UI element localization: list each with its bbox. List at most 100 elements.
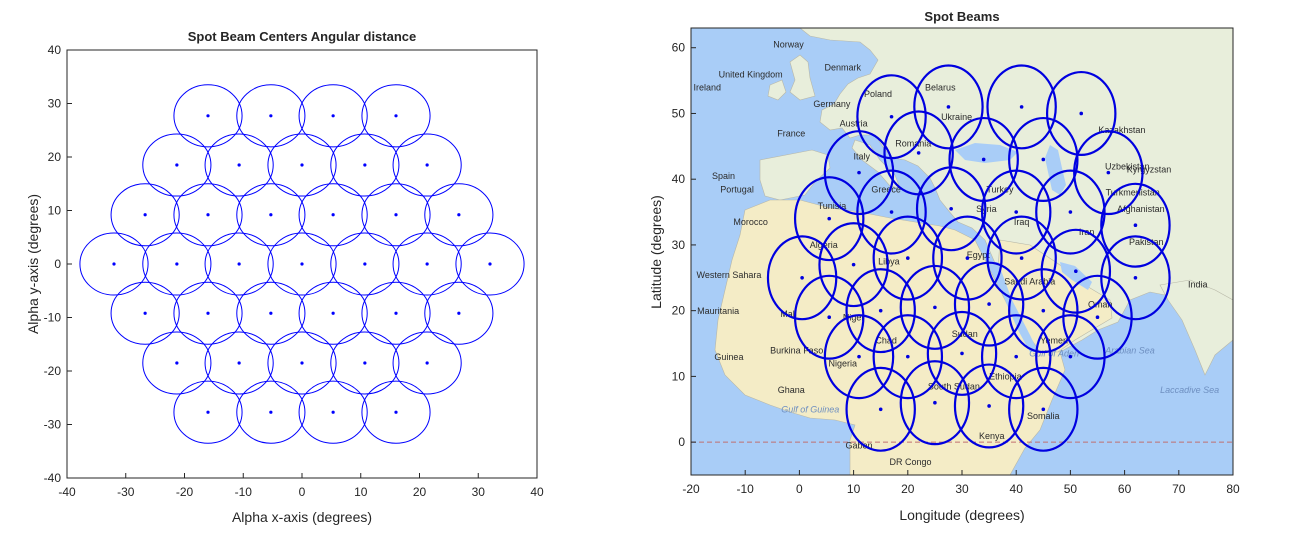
beam-center-point xyxy=(1079,111,1084,116)
beam-center-point xyxy=(857,170,861,175)
beam-center-point xyxy=(331,410,335,414)
map-label: Saudi Arabia xyxy=(1004,276,1055,286)
map-label: Mali xyxy=(780,309,797,319)
x-tick-label: -10 xyxy=(737,482,755,496)
beam-circle xyxy=(298,380,368,444)
beam-circle xyxy=(766,235,838,321)
beam-center-point xyxy=(981,157,986,162)
beam-center-point xyxy=(933,400,937,405)
beam-center-point xyxy=(269,311,273,315)
beam-center-point xyxy=(331,311,335,315)
beam-circle xyxy=(1045,70,1117,156)
beam-center-point xyxy=(394,213,398,217)
beam-center-point xyxy=(300,262,304,266)
beam-circle xyxy=(926,310,998,396)
y-tick-label: 10 xyxy=(672,369,686,383)
beam-circle xyxy=(1073,130,1144,216)
beam-circle xyxy=(298,281,368,345)
right-y-axis-label: Latitude (degrees) xyxy=(648,195,664,309)
beam-center-point xyxy=(394,114,398,118)
beam-center-point xyxy=(175,163,179,167)
beam-circle xyxy=(204,133,274,197)
map-label: Chad xyxy=(875,336,897,346)
map-label: Ireland xyxy=(693,82,721,92)
map-label: Tunisia xyxy=(818,201,847,211)
x-tick-label: 30 xyxy=(472,485,486,499)
beam-center-point xyxy=(457,213,461,217)
beam-circle xyxy=(980,169,1052,255)
beam-center-point xyxy=(1041,157,1046,162)
beam-center-point xyxy=(889,210,894,214)
y-tick-label: 30 xyxy=(672,238,686,252)
beam-circle xyxy=(330,232,400,296)
beam-center-point xyxy=(1074,269,1078,274)
right-ticks-layer: -20 -10 0 10 20 30 40 50 60 70 80 0 10 20 30 40 50 60 xyxy=(672,41,1240,496)
beam-circle xyxy=(793,176,865,262)
beam-circle xyxy=(913,64,984,150)
map-label: Arabian Sea xyxy=(1104,345,1155,355)
map-label: Spain xyxy=(712,171,735,181)
beam-center-point xyxy=(906,354,910,359)
beam-circle xyxy=(79,232,149,296)
beam-center-point xyxy=(206,410,210,414)
beam-circle xyxy=(236,84,306,148)
beam-circle xyxy=(980,314,1052,400)
map-label: Somalia xyxy=(1027,411,1060,421)
beam-center-point xyxy=(269,410,273,414)
map-label: Niger xyxy=(843,313,865,323)
beam-circle xyxy=(845,366,916,452)
beam-center-point xyxy=(1014,210,1018,214)
beam-center-point xyxy=(1019,256,1024,260)
x-tick-label: 40 xyxy=(530,485,544,499)
map-label: Yemen xyxy=(1040,336,1068,346)
angular-distance-chart: -40 -30 -20 -10 0 10 20 30 40 -40 -30 -20 -10 0 10 20 30… xyxy=(25,29,544,525)
beam-center-point xyxy=(363,262,367,266)
persian-gulf xyxy=(1060,262,1092,290)
map-label: Italy xyxy=(853,151,870,161)
beam-circle xyxy=(142,331,212,395)
beam-center-point xyxy=(965,256,970,260)
y-tick-label: 30 xyxy=(48,97,62,111)
y-tick-label: 10 xyxy=(48,204,62,218)
beam-circle xyxy=(1062,274,1133,360)
beam-circle xyxy=(142,232,212,296)
land-britain xyxy=(789,54,816,101)
beam-circle xyxy=(236,183,306,247)
beam-circle xyxy=(899,264,971,350)
beam-circle xyxy=(845,268,916,354)
beam-center-point xyxy=(1133,275,1138,280)
map-label: United Kingdom xyxy=(719,69,783,79)
x-tick-label: 10 xyxy=(847,482,861,496)
x-tick-label: 30 xyxy=(955,482,969,496)
map-label: Kazakhstan xyxy=(1098,125,1145,135)
map-label: Portugal xyxy=(720,184,754,194)
beam-circle xyxy=(236,380,306,444)
beam-circle xyxy=(267,232,337,296)
beam-center-point xyxy=(933,305,937,310)
x-tick-label: 20 xyxy=(413,485,427,499)
beam-center-point xyxy=(878,308,883,313)
beam-center-point xyxy=(916,151,921,155)
beam-circle xyxy=(204,331,274,395)
beam-center-point xyxy=(206,311,210,315)
map-label: Ethiopia xyxy=(989,372,1022,382)
beam-center-point xyxy=(851,262,856,267)
beam-circle xyxy=(361,84,431,148)
beam-circle xyxy=(1035,314,1106,400)
y-tick-label: -30 xyxy=(44,418,62,432)
y-tick-label: 0 xyxy=(678,435,685,449)
x-tick-label: 70 xyxy=(1172,482,1186,496)
beam-center-point xyxy=(827,315,832,320)
left-chart-title: Spot Beam Centers Angular distance xyxy=(188,29,417,44)
map-label: Ukraine xyxy=(941,112,972,122)
beam-center-point xyxy=(237,163,241,167)
land-india xyxy=(1159,279,1233,376)
beam-center-point xyxy=(363,163,367,167)
beam-circle xyxy=(455,232,525,296)
map-label: Norway xyxy=(773,40,804,50)
beam-center-point xyxy=(175,262,179,266)
spot-beams-map-chart: Norway United Kingdom Ireland Denmark Poland… xyxy=(648,9,1240,523)
beam-circle xyxy=(361,380,431,444)
x-tick-label: -30 xyxy=(117,485,135,499)
y-tick-label: 20 xyxy=(48,150,62,164)
